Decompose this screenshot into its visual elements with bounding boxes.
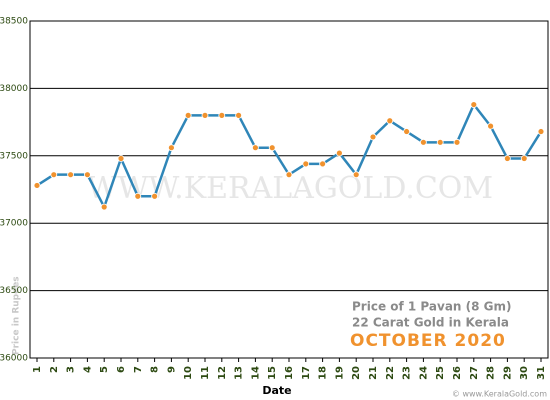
x-tick-label: 26 (452, 366, 463, 380)
x-tick-label: 21 (368, 366, 379, 380)
marker (369, 133, 377, 141)
marker (436, 138, 444, 146)
marker (335, 149, 343, 157)
x-tick-label: 19 (334, 366, 345, 380)
marker (419, 138, 427, 146)
marker (503, 155, 511, 162)
x-tick-label: 4 (82, 366, 93, 373)
x-tick-label: 20 (351, 366, 362, 380)
marker (302, 160, 310, 168)
marker (403, 128, 411, 135)
x-tick-label: 23 (402, 366, 413, 380)
x-tick-label: 24 (418, 366, 429, 380)
footer: © www.KeralaGold.com (452, 390, 547, 399)
x-tick-label: 2 (49, 366, 60, 373)
marker (537, 128, 545, 135)
y-tick-label: 36000 (0, 354, 28, 364)
x-tick-label: 13 (234, 366, 245, 380)
x-tick-label: 5 (99, 366, 110, 373)
y-tick-label: 37500 (0, 151, 28, 161)
marker (268, 144, 276, 152)
marker (151, 192, 159, 200)
x-tick-label: 9 (166, 366, 177, 373)
x-tick-label: 31 (536, 366, 547, 380)
annotation: OCTOBER 2020 (350, 331, 506, 351)
x-tick-label: 28 (486, 366, 497, 380)
x-tick-label: 3 (66, 366, 77, 373)
x-tick-label: 1 (32, 366, 43, 373)
x-tick-label: 11 (200, 366, 211, 380)
x-tick-label: 30 (519, 366, 530, 380)
x-tick-label: 27 (469, 366, 480, 380)
marker (84, 171, 91, 179)
x-tick-label: 6 (116, 366, 127, 373)
y-axis-label: Price in Rupees (12, 276, 22, 355)
marker (50, 171, 58, 179)
marker (386, 117, 394, 125)
marker (201, 111, 209, 119)
marker (184, 111, 192, 119)
annotation: 22 Carat Gold in Kerala (352, 316, 509, 330)
x-tick-label: 16 (284, 366, 295, 380)
marker (319, 160, 327, 168)
x-tick-label: 10 (183, 366, 194, 380)
y-tick-label: 37000 (0, 219, 28, 229)
x-tick-label: 22 (385, 366, 396, 380)
marker (67, 171, 74, 179)
x-tick-label: 7 (133, 366, 144, 373)
marker (235, 111, 243, 119)
x-tick-label: 17 (301, 366, 312, 380)
x-tick-label: 14 (250, 366, 261, 380)
x-axis-label: Date (262, 384, 291, 397)
x-tick-label: 8 (150, 366, 161, 373)
x-tick-label: 12 (217, 366, 228, 380)
marker (520, 155, 528, 162)
marker (218, 111, 226, 119)
marker (487, 122, 495, 130)
marker (100, 203, 108, 211)
x-tick-label: 29 (502, 366, 513, 380)
x-tick-label: 18 (318, 366, 329, 380)
marker (285, 171, 293, 179)
marker (117, 155, 125, 162)
marker (352, 171, 360, 179)
marker (470, 101, 478, 108)
plot-area (29, 20, 549, 359)
marker (167, 144, 175, 152)
x-tick-label: 15 (267, 366, 278, 380)
y-tick-label: 36500 (0, 286, 28, 296)
marker (453, 138, 461, 146)
y-tick-label: 38000 (0, 84, 28, 94)
marker (134, 192, 142, 200)
x-tick-label: 25 (435, 366, 446, 380)
annotation: Price of 1 Pavan (8 Gm) (352, 300, 512, 314)
marker (33, 182, 41, 189)
marker (251, 144, 259, 152)
y-tick-label: 38500 (0, 17, 28, 27)
